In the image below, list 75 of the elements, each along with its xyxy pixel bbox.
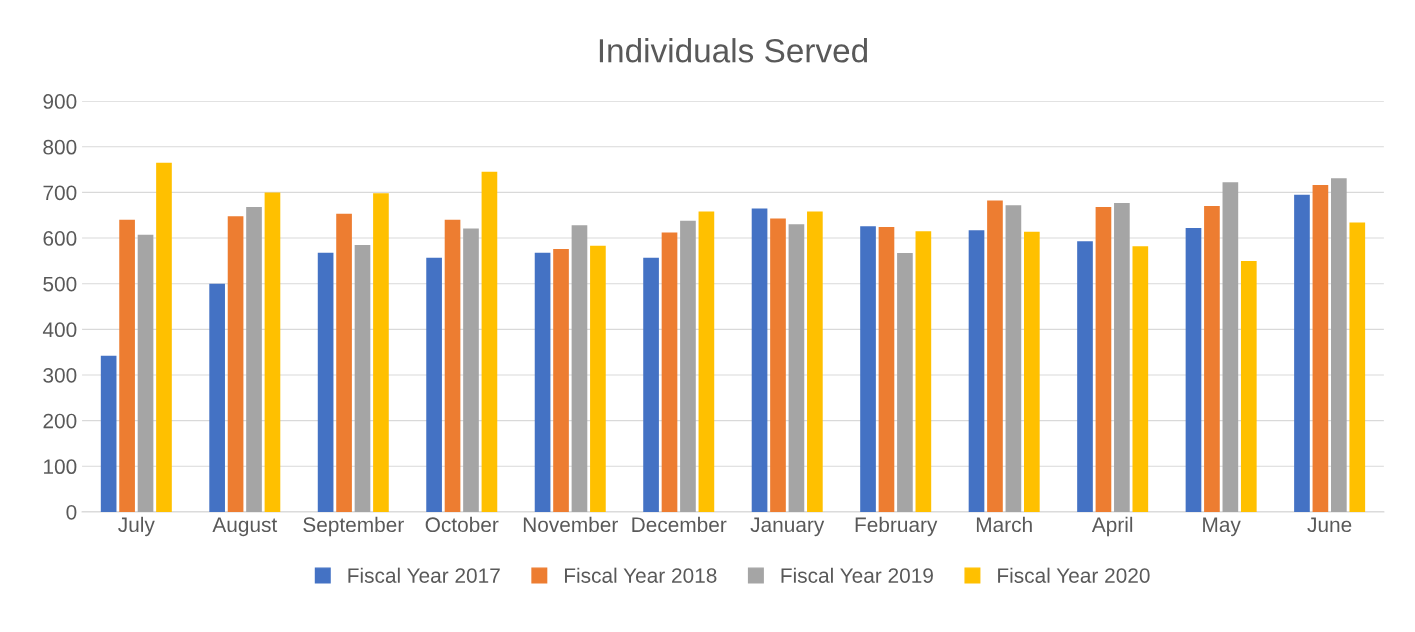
bar — [770, 218, 786, 512]
x-tick-label: April — [1091, 516, 1133, 537]
bar — [751, 208, 768, 512]
bar — [860, 226, 876, 512]
bar — [317, 252, 334, 512]
y-tick-label: 400 — [42, 322, 77, 338]
y-tick-label: 500 — [43, 276, 77, 292]
bar — [119, 219, 135, 512]
bar — [1185, 228, 1202, 512]
bar — [100, 355, 117, 512]
legend-label: Fiscal Year 2018 — [565, 567, 717, 583]
x-tick-label: May — [1203, 517, 1241, 537]
bar — [698, 211, 715, 512]
bar — [426, 257, 442, 512]
bar — [571, 225, 588, 512]
bar — [137, 234, 154, 512]
y-tick-label: 200 — [43, 413, 77, 429]
bar — [1312, 185, 1329, 512]
bar — [661, 232, 678, 512]
x-tick-label: January — [750, 517, 825, 537]
bar — [1132, 246, 1149, 512]
bar — [1331, 178, 1347, 512]
x-tick-label: March — [976, 516, 1032, 533]
bar — [643, 257, 659, 512]
y-tick-label: 800 — [43, 139, 77, 155]
y-tick-label: 600 — [43, 231, 77, 246]
bar — [1240, 260, 1257, 512]
bar — [463, 228, 479, 512]
x-tick-label: August — [212, 517, 278, 537]
legend-label: Fiscal Year 2019 — [781, 567, 933, 583]
bar — [590, 245, 606, 512]
bar — [336, 213, 352, 512]
bar — [373, 193, 389, 512]
bar — [968, 230, 985, 512]
bar — [1222, 182, 1239, 512]
y-tick-label: 100 — [44, 459, 77, 475]
x-tick-label: October — [425, 516, 499, 533]
bar — [354, 244, 371, 512]
bar — [156, 162, 172, 512]
bar — [1024, 231, 1040, 512]
bar — [246, 207, 262, 512]
bar — [1077, 241, 1093, 512]
bar — [209, 283, 225, 512]
bar — [227, 216, 244, 512]
bar — [788, 224, 805, 512]
bar — [1294, 194, 1310, 512]
bar — [553, 249, 569, 512]
bar — [1095, 207, 1112, 512]
x-tick-label: February — [855, 516, 938, 537]
bar — [680, 220, 696, 512]
legend-label: Fiscal Year 2017 — [348, 567, 500, 583]
y-tick-label: 300 — [43, 367, 77, 383]
legend-label: Fiscal Year 2020 — [998, 567, 1150, 583]
bar — [897, 253, 913, 512]
bar — [1005, 205, 1022, 512]
bar — [878, 227, 895, 512]
bar — [807, 211, 823, 512]
chart-title: Individuals Served — [599, 38, 868, 63]
bar — [264, 192, 281, 512]
x-tick-label: November — [523, 516, 618, 533]
bar — [1114, 202, 1130, 512]
bar — [481, 171, 498, 512]
y-tick-label: 700 — [43, 185, 77, 201]
y-tick-label: 0 — [66, 504, 77, 520]
bar — [987, 200, 1003, 512]
x-tick-label: June — [1307, 517, 1352, 533]
x-tick-label: July — [118, 516, 155, 537]
bar — [534, 252, 551, 512]
bar — [1349, 222, 1366, 512]
x-tick-label: December — [632, 516, 727, 533]
bar — [1204, 206, 1220, 512]
bar — [444, 219, 461, 512]
y-tick-label: 900 — [43, 94, 77, 109]
bar — [915, 231, 932, 512]
x-tick-label: September — [303, 516, 404, 537]
